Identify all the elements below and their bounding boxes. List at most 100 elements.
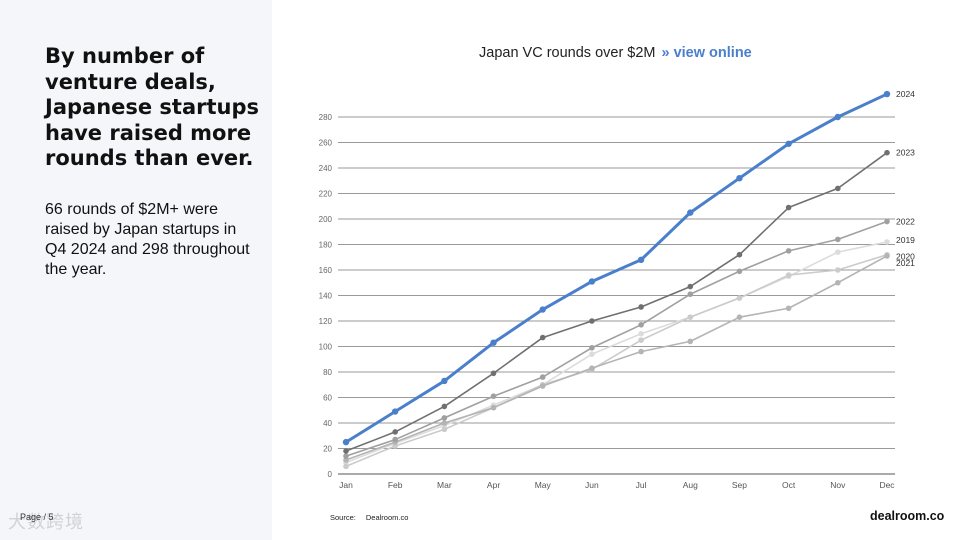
data-point-2023-jun bbox=[589, 318, 595, 324]
y-tick-label: 140 bbox=[319, 292, 333, 301]
data-point-2021-sep bbox=[736, 314, 743, 320]
x-tick-label: Apr bbox=[487, 480, 500, 490]
data-point-2020-jul bbox=[638, 337, 644, 343]
data-point-2021-aug bbox=[687, 338, 694, 345]
series-line-2023 bbox=[345, 152, 888, 452]
series-label-2019: 2019 bbox=[896, 235, 915, 245]
y-tick-label: 60 bbox=[323, 394, 332, 403]
y-tick-label: 260 bbox=[319, 139, 333, 148]
y-tick-label: 100 bbox=[319, 343, 333, 352]
data-point-2023-may bbox=[539, 334, 546, 341]
x-tick-label: Jun bbox=[585, 480, 599, 490]
data-point-2023-sep bbox=[736, 251, 743, 258]
series-label-2021: 2021 bbox=[896, 258, 915, 268]
x-tick-label: Sep bbox=[732, 480, 747, 490]
data-point-2022-aug bbox=[687, 291, 694, 298]
x-tick-label: Nov bbox=[830, 480, 846, 490]
chevron-right-icon: » bbox=[661, 45, 670, 61]
data-point-2020-feb bbox=[392, 443, 398, 449]
left-panel bbox=[0, 0, 272, 540]
data-point-2021-jan bbox=[343, 457, 349, 463]
data-point-2022-dec bbox=[884, 218, 890, 225]
data-point-2023-dec bbox=[884, 149, 890, 156]
data-point-2024-jun bbox=[588, 278, 596, 285]
data-point-2021-apr bbox=[490, 404, 497, 411]
y-tick-label: 80 bbox=[323, 368, 332, 377]
data-point-2021-jul bbox=[638, 348, 644, 355]
data-point-2023-oct bbox=[785, 204, 792, 211]
x-tick-label: Dec bbox=[879, 480, 895, 490]
series-line-2019 bbox=[345, 241, 888, 464]
data-point-2022-apr bbox=[490, 393, 497, 400]
data-point-2020-sep bbox=[736, 295, 743, 301]
y-tick-label: 200 bbox=[319, 215, 333, 224]
watermark: 大数跨境 bbox=[8, 512, 84, 533]
data-point-2024-apr bbox=[490, 339, 497, 346]
tick-layer: 0 20 40 60 80 100 120 140 160 180 200 220 240 260 280 J… bbox=[319, 113, 896, 490]
x-tick-label: Mar bbox=[437, 480, 452, 490]
x-tick-label: Jan bbox=[339, 480, 353, 490]
data-point-2024-mar bbox=[441, 377, 448, 385]
data-point-2022-nov bbox=[835, 236, 841, 243]
x-tick-label: Oct bbox=[782, 480, 796, 490]
series-line-2024 bbox=[345, 92, 888, 444]
series-line-2022 bbox=[345, 220, 888, 457]
data-point-2024-sep bbox=[736, 175, 743, 182]
series-label-2024: 2024 bbox=[896, 89, 915, 99]
data-point-2023-feb bbox=[392, 429, 398, 435]
data-point-2024-may bbox=[539, 306, 546, 313]
data-point-2024-jul bbox=[637, 256, 645, 263]
data-point-2020-jan bbox=[343, 463, 349, 470]
data-point-2021-oct bbox=[785, 305, 792, 312]
y-tick-label: 120 bbox=[319, 317, 333, 326]
source-note: Source: Dealroom.co bbox=[330, 513, 408, 522]
data-point-2023-mar bbox=[441, 403, 448, 410]
data-point-2024-oct bbox=[785, 140, 792, 147]
data-point-2021-dec bbox=[884, 253, 890, 259]
y-tick-label: 0 bbox=[328, 470, 333, 479]
data-point-2021-mar bbox=[441, 420, 448, 426]
y-tick-label: 180 bbox=[319, 241, 333, 250]
source-value: Dealroom.co bbox=[365, 513, 409, 522]
data-point-2022-feb bbox=[392, 436, 398, 443]
data-point-2023-nov bbox=[835, 185, 841, 192]
data-point-2024-jan bbox=[342, 438, 350, 446]
series-label-2023: 2023 bbox=[896, 148, 915, 158]
data-point-2020-aug bbox=[687, 314, 694, 320]
data-point-2023-aug bbox=[687, 283, 694, 290]
data-point-2021-may bbox=[539, 383, 546, 389]
y-tick-label: 20 bbox=[323, 445, 332, 454]
data-point-2024-dec bbox=[883, 90, 891, 98]
data-point-2022-may bbox=[539, 374, 546, 380]
x-tick-label: May bbox=[535, 480, 552, 490]
data-point-2021-jun bbox=[589, 365, 595, 371]
source-label: Source: bbox=[330, 513, 356, 522]
chart-title: Japan VC rounds over $2M » view online bbox=[479, 45, 752, 61]
y-tick-label: 160 bbox=[319, 266, 333, 275]
data-point-2020-oct bbox=[785, 272, 792, 278]
series-label-2020: 2020 bbox=[896, 252, 915, 262]
series-line-2021 bbox=[345, 255, 888, 461]
y-tick-label: 40 bbox=[323, 419, 332, 428]
data-point-2022-jan bbox=[343, 453, 349, 459]
series-label-2022: 2022 bbox=[896, 217, 915, 227]
series-line-2020 bbox=[345, 253, 888, 468]
data-point-2022-oct bbox=[785, 248, 792, 254]
series-layer bbox=[342, 90, 891, 470]
data-point-2024-feb bbox=[391, 408, 399, 415]
x-tick-label: Aug bbox=[683, 480, 698, 490]
y-tick-label: 240 bbox=[319, 164, 333, 173]
y-tick-label: 220 bbox=[319, 190, 333, 199]
dealroom-logo: dealroom.co bbox=[870, 509, 945, 523]
data-point-2022-jul bbox=[638, 322, 644, 328]
data-point-2024-aug bbox=[687, 209, 694, 216]
data-point-2022-mar bbox=[441, 415, 448, 421]
data-point-2019-nov bbox=[835, 249, 841, 255]
data-point-2024-nov bbox=[834, 113, 842, 121]
data-point-2020-nov bbox=[835, 267, 841, 273]
data-point-2022-jun bbox=[589, 344, 595, 351]
page-number: Page / 5 bbox=[20, 512, 54, 522]
view-online-link[interactable]: view online bbox=[673, 45, 752, 61]
